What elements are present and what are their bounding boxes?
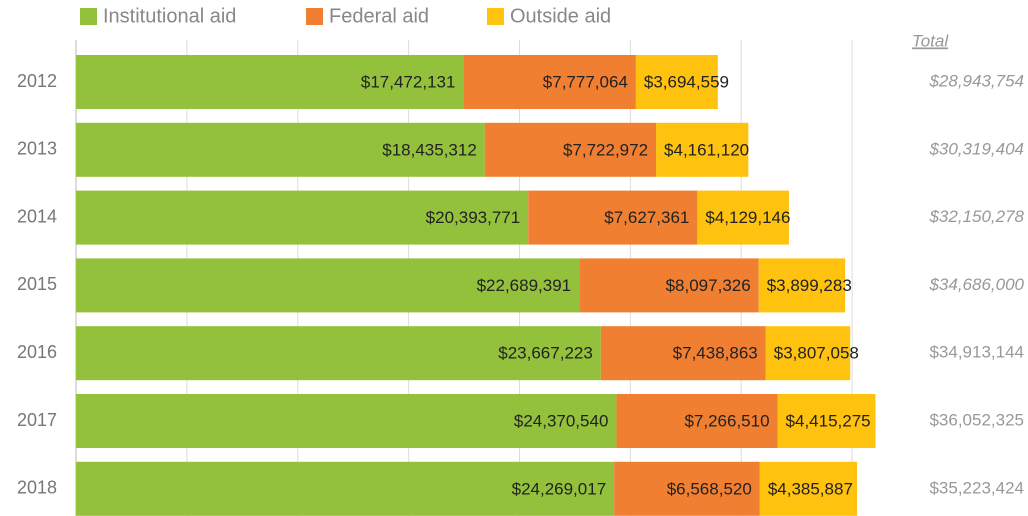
data-label: $4,161,120 [664,140,749,159]
y-tick-label: 2015 [17,274,57,294]
data-label: $7,722,972 [563,140,648,159]
bar-segment [765,326,851,381]
data-label: $18,435,312 [382,140,477,159]
data-label: $6,568,520 [667,479,752,498]
bar-segment [759,461,858,516]
y-tick-label: 2016 [17,342,57,362]
legend-swatch [306,8,323,25]
bar-segment [614,461,760,516]
bar-segment [528,190,698,245]
data-label: $7,627,361 [604,208,689,227]
bar-segment [656,122,749,177]
data-label: $4,415,275 [786,411,871,430]
bar-segment [616,394,778,448]
total-label: $34,913,144 [929,343,1024,362]
total-label: $35,223,424 [929,478,1024,497]
data-label: $20,393,771 [426,208,521,227]
data-label: $17,472,131 [361,72,456,91]
data-label: $24,269,017 [512,479,607,498]
bar-segment [777,394,876,448]
bar-segment [635,55,718,109]
data-label: $3,899,283 [767,276,852,295]
y-tick-label: 2017 [17,410,57,430]
data-label: $23,667,223 [498,344,593,363]
bar-segment [758,258,846,313]
bar-segment [76,326,601,381]
legend-swatch [80,8,97,25]
legend-label: Outside aid [510,5,611,27]
data-label: $7,266,510 [684,411,769,430]
total-label: $28,943,754 [928,71,1024,90]
total-label: $30,319,404 [928,139,1024,158]
data-label: $22,689,391 [477,276,572,295]
bar-segment [76,122,485,177]
bar-segment [76,190,529,245]
total-label: $32,150,278 [928,207,1024,226]
bar-segment [484,122,657,177]
bar-segment [76,258,580,313]
y-tick-label: 2013 [17,139,57,159]
data-label: $7,777,064 [543,72,628,91]
data-label: $3,807,058 [774,344,859,363]
data-label: $24,370,540 [514,411,609,430]
data-label: $3,694,559 [644,72,729,91]
totals-title: Total [912,31,949,50]
total-label: $34,686,000 [928,275,1024,294]
bar-segment [600,326,766,381]
bar-segment [76,55,464,109]
legend-label: Federal aid [329,5,429,27]
y-tick-label: 2018 [17,478,57,498]
bar-segment [579,258,759,313]
data-label: $7,438,863 [673,344,758,363]
total-label: $36,052,325 [929,410,1024,429]
y-tick-label: 2014 [17,206,57,226]
bar-segment [697,190,789,245]
bar-segment [76,394,617,448]
bar-segment [463,55,636,109]
data-label: $8,097,326 [666,276,751,295]
data-label: $4,129,146 [705,208,790,227]
legend-swatch [487,8,504,25]
y-tick-label: 2012 [17,71,57,91]
bar-segment [76,461,615,516]
legend-label: Institutional aid [103,5,236,27]
data-label: $4,385,887 [768,479,853,498]
